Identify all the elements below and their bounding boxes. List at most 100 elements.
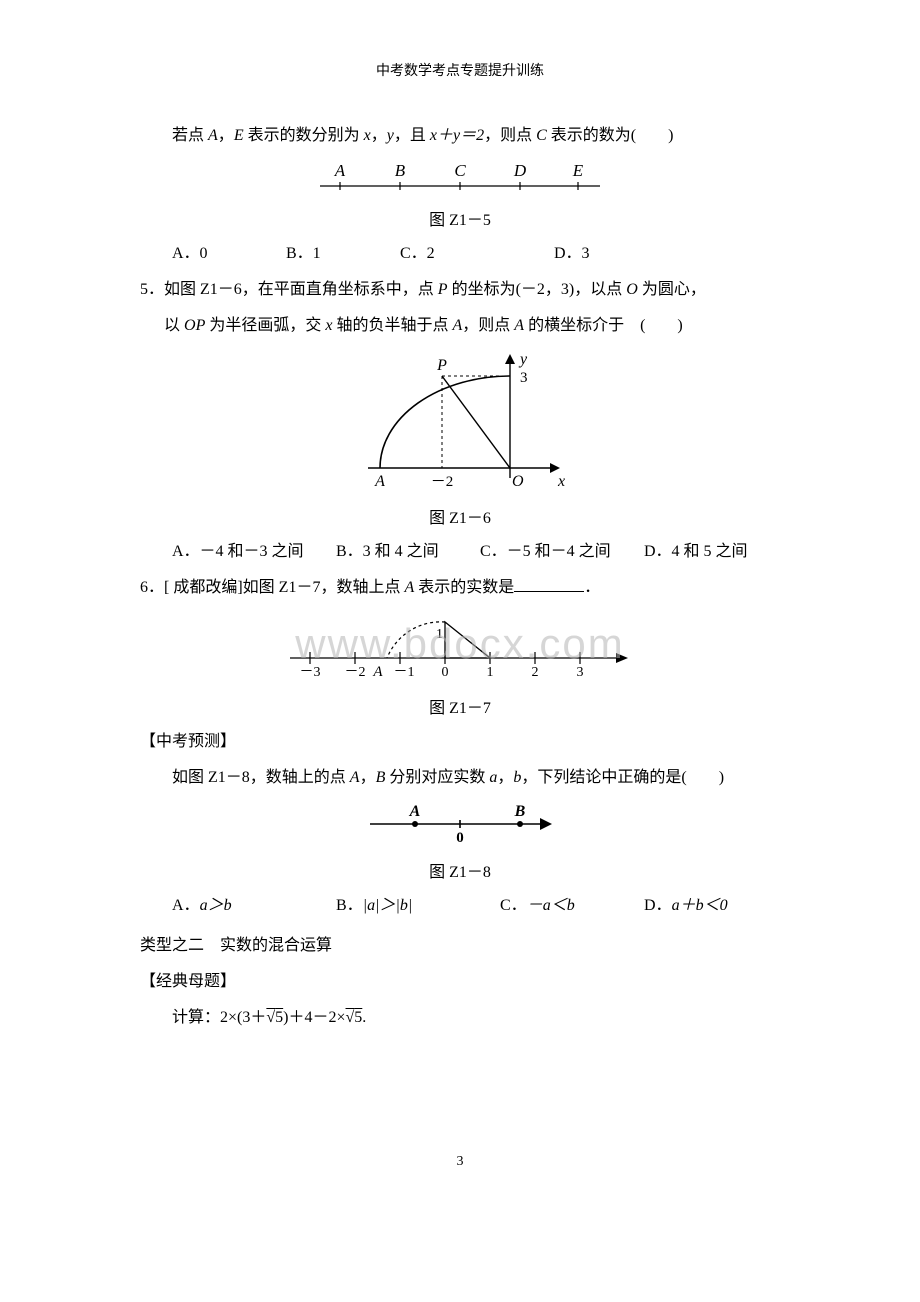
fig7-wrap: www.bdocx.com 1 A －3 <box>140 610 780 688</box>
q5-stem-line2: 以 OP 为半径画弧，交 x 轴的负半轴于点 A，则点 A 的横坐标介于 ( ) <box>140 310 780 342</box>
pre: C． <box>500 890 527 922</box>
type2-mother: 【经典母题】 <box>140 966 780 998</box>
q4-stem: 若点 A，E 表示的数分别为 x，y，且 x＋y＝2，则点 C 表示的数为( ) <box>140 120 780 152</box>
expr: |a|＞|b| <box>363 890 413 922</box>
text: ， <box>360 769 376 786</box>
opt-A: A．－4 和－3 之间 <box>172 536 332 568</box>
text: 以 <box>164 317 184 334</box>
fig6-neg2: －2 <box>431 474 454 490</box>
opt-B: B．|a|＞|b| <box>336 890 496 922</box>
text: 如图 Z1－8，数轴上的点 <box>172 769 350 786</box>
type2-calc: 计算：2×(3＋√5)＋4－2×√5. <box>140 1002 780 1034</box>
var-A2: A <box>514 317 524 334</box>
var-A: A <box>208 127 218 144</box>
sqrt5a-body: √5 <box>266 1009 283 1026</box>
opt-B: B．1 <box>286 238 396 270</box>
var-E: E <box>234 127 244 144</box>
opt-D: D．3 <box>554 238 590 270</box>
fig6-x: x <box>557 473 565 490</box>
var-C: C <box>536 127 547 144</box>
fig5-B: B <box>395 161 406 180</box>
var-B: B <box>376 769 386 786</box>
text: 如图 Z1－6，在平面直角坐标系中，点 <box>164 281 438 298</box>
fig5-A: A <box>334 161 346 180</box>
opt-D: D．4 和 5 之间 <box>644 536 748 568</box>
forecast-options: A．a＞b B．|a|＞|b| C．－a＜b D．a＋b＜0 <box>140 890 780 922</box>
q6-stem: 6．[ 成都改编]如图 Z1－7，数轴上点 A 表示的实数是． <box>140 572 780 604</box>
blank <box>514 577 584 592</box>
opt-A: A．a＞b <box>172 890 332 922</box>
sqrt5b-body: √5 <box>346 1009 363 1026</box>
opt-A: A．0 <box>172 238 282 270</box>
q5-stem-line1: 5．如图 Z1－6，在平面直角坐标系中，点 P 的坐标为(－2，3)，以点 O … <box>140 274 780 306</box>
text: 的横坐标介于 ( ) <box>524 317 683 334</box>
pre: B． <box>336 890 363 922</box>
fig8-caption: 图 Z1－8 <box>140 858 780 882</box>
t-neg1: －1 <box>394 665 415 680</box>
fig6-O: O <box>512 473 524 490</box>
figure-z1-6: P y 3 A －2 O x <box>350 348 570 498</box>
text: 的坐标为(－2，3)，以点 <box>448 281 627 298</box>
var-y: y <box>387 127 394 144</box>
var-A: A <box>350 769 360 786</box>
fig6-A: A <box>374 473 385 490</box>
opt-C: C．－5 和－4 之间 <box>480 536 640 568</box>
text: ， <box>497 769 513 786</box>
fig5-caption: 图 Z1－5 <box>140 206 780 230</box>
text: 若点 <box>172 127 208 144</box>
fig7-one: 1 <box>436 627 443 642</box>
q5-num: 5． <box>140 281 164 298</box>
var-A: A <box>404 579 414 596</box>
n: 5 <box>275 1009 283 1026</box>
forecast-title: 【中考预测】 <box>140 726 780 758</box>
text: ， <box>371 127 387 144</box>
text: ，则点 <box>462 317 514 334</box>
fig7-A: A <box>372 664 383 680</box>
text: 为圆心， <box>638 281 706 298</box>
figure-z1-5: A B C D E <box>310 158 610 200</box>
fig7-caption: 图 Z1－7 <box>140 694 780 718</box>
q5-options: A．－4 和－3 之间 B．3 和 4 之间 C．－5 和－4 之间 D．4 和… <box>140 536 780 568</box>
fig6-3: 3 <box>520 370 528 386</box>
t-2: 2 <box>532 665 539 680</box>
fig6-caption: 图 Z1－6 <box>140 504 780 528</box>
q6-num: 6． <box>140 579 164 596</box>
fig8-A: A <box>409 803 421 820</box>
t-1: 1 <box>487 665 494 680</box>
expr: －a＜b <box>527 890 575 922</box>
expr-p2: )＋4－2× <box>283 1009 345 1026</box>
page-header: 中考数学考点专题提升训练 <box>140 60 780 80</box>
text: 表示的实数是 <box>414 579 514 596</box>
text: ，下列结论中正确的是( ) <box>521 769 724 786</box>
fig8-0: 0 <box>456 830 464 846</box>
t-3: 3 <box>577 665 584 680</box>
type2-title: 类型之二 实数的混合运算 <box>140 930 780 962</box>
forecast-stem: 如图 Z1－8，数轴上的点 A，B 分别对应实数 a，b，下列结论中正确的是( … <box>140 762 780 794</box>
expr-p0: 2×(3＋ <box>220 1009 266 1026</box>
pre: D． <box>644 890 672 922</box>
text: ． <box>584 579 600 596</box>
opt-D: D．a＋b＜0 <box>644 890 728 922</box>
figure-z1-7: 1 A －3 －2 －1 0 1 2 3 <box>280 610 640 688</box>
page-number: 3 <box>140 1154 780 1170</box>
opt-C: C．－a＜b <box>500 890 640 922</box>
opt-C: C．2 <box>400 238 550 270</box>
text: 表示的数为( ) <box>547 127 674 144</box>
fig6-y: y <box>518 351 528 368</box>
text: 表示的数分别为 <box>244 127 364 144</box>
var-OP: OP <box>184 317 205 334</box>
text: ，且 <box>394 127 430 144</box>
pre: A． <box>172 890 200 922</box>
expr: a＋b＜0 <box>672 890 728 922</box>
fig5-C: C <box>454 161 466 180</box>
text: 分别对应实数 <box>385 769 489 786</box>
var-P: P <box>438 281 448 298</box>
text: 轴的负半轴于点 <box>332 317 452 334</box>
t-neg2: －2 <box>345 665 366 680</box>
opt-B: B．3 和 4 之间 <box>336 536 476 568</box>
fig5-E: E <box>572 161 584 180</box>
t-0: 0 <box>442 665 449 680</box>
var-x: x <box>364 127 371 144</box>
expr-p4: . <box>362 1009 366 1026</box>
expr: a＞b <box>200 890 232 922</box>
